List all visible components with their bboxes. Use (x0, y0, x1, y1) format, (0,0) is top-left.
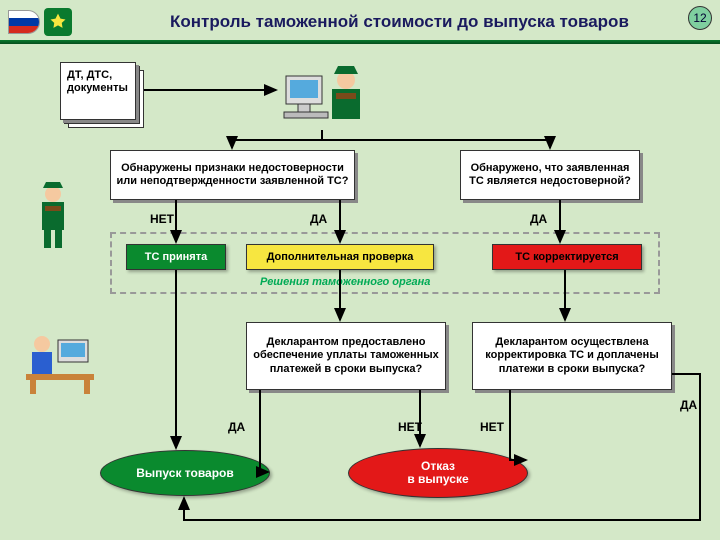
flag-russia-icon (8, 10, 40, 34)
out-refuse-label: Отказ в выпуске (407, 460, 468, 486)
group-label: Решения таможенного органа (260, 276, 430, 288)
customs-emblem-icon (44, 8, 72, 36)
dec-check: Дополнительная проверка (246, 244, 434, 270)
person-desk-icon (22, 330, 98, 396)
officer-computer-icon (280, 60, 370, 130)
page-number: 12 (688, 6, 712, 30)
out-refuse: Отказ в выпуске (348, 448, 528, 498)
q1-node: Обнаружены признаки недостоверности или … (110, 150, 355, 200)
edge-q1-yes: ДА (310, 212, 327, 226)
header-emblems (8, 8, 72, 36)
edge-q1-no: НЕТ (150, 212, 174, 226)
edge-q2-yes: ДА (530, 212, 547, 226)
edge-q4-no: НЕТ (480, 420, 504, 434)
edge-q4-yes: ДА (680, 398, 697, 412)
q3-node: Декларантом предоставлено обеспечение уп… (246, 322, 446, 390)
officer-standing-icon (28, 180, 78, 250)
out-release: Выпуск товаров (100, 450, 270, 496)
q2-node: Обнаружено, что заявленная ТС является н… (460, 150, 640, 200)
docs-node: ДТ, ДТС, документы (60, 62, 136, 120)
edge-q3-no: НЕТ (398, 420, 422, 434)
q4-node: Декларантом осуществлена корректировка Т… (472, 322, 672, 390)
page-title: Контроль таможенной стоимости до выпуска… (170, 12, 629, 32)
header-rule (0, 40, 720, 44)
dec-accepted: ТС принята (126, 244, 226, 270)
edge-q3-yes: ДА (228, 420, 245, 434)
dec-correct: ТС корректируется (492, 244, 642, 270)
